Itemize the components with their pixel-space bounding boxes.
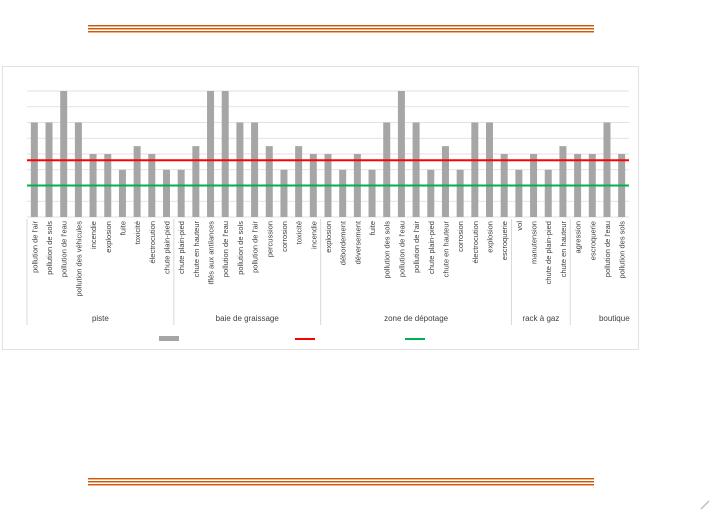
group-label: piste	[92, 314, 109, 323]
bar	[603, 122, 611, 217]
bar	[295, 146, 303, 217]
bar	[192, 146, 200, 217]
bar	[339, 169, 347, 217]
category-label: pollution de l'eau	[60, 221, 69, 277]
legend-swatch-bars	[159, 336, 179, 341]
bar	[207, 91, 215, 217]
threshold-lines	[27, 159, 629, 187]
bar	[544, 169, 552, 217]
category-label: électrocution	[148, 221, 157, 264]
bar	[456, 169, 464, 217]
category-label: chute plain-pied	[177, 221, 186, 274]
bar	[280, 169, 288, 217]
category-label: chute en hauteur	[192, 221, 201, 278]
category-label: pollution de l'eau	[397, 221, 406, 277]
category-label: manutension	[530, 221, 539, 264]
bar	[515, 169, 523, 217]
pen-icon	[700, 500, 710, 510]
bar	[427, 169, 435, 217]
top-decorative-rule	[88, 25, 594, 33]
bar	[133, 146, 141, 217]
category-label: toxicité	[133, 221, 142, 244]
bottom-decorative-rule	[88, 478, 594, 486]
bar	[368, 169, 376, 217]
bar	[559, 146, 567, 217]
category-label: agression	[574, 221, 583, 254]
bar	[30, 122, 38, 217]
category-label: explosion	[486, 221, 495, 253]
category-label: chute plain-pied	[427, 221, 436, 274]
bar	[383, 122, 391, 217]
bar	[471, 122, 479, 217]
category-label: débordement	[339, 220, 348, 265]
bar	[251, 122, 259, 217]
group-label: zone de dépotage	[384, 314, 449, 323]
category-label: chute en hauteur	[559, 221, 568, 278]
category-label: chute en hauteur	[441, 221, 450, 278]
bar	[397, 91, 405, 217]
category-label: escroquerie	[500, 221, 509, 260]
bar	[45, 122, 53, 217]
category-label: corrosion	[280, 221, 289, 252]
bar	[441, 146, 449, 217]
group-label: rack à gaz	[522, 314, 559, 323]
category-label: escroquerie	[588, 221, 597, 260]
category-label: explosion	[324, 221, 333, 253]
category-label: pollution des sols	[383, 221, 392, 279]
bar-chart: pollution de l'air pollution de sols pollu…	[26, 90, 630, 341]
chart-area: pollution de l'air pollution de sols pollu…	[2, 66, 639, 350]
category-label: pollution de l'air	[251, 221, 260, 273]
bar	[265, 146, 273, 217]
category-label: pollution des sols	[618, 221, 627, 279]
bar	[60, 91, 68, 217]
category-label: fuite	[368, 221, 377, 235]
group-labels: piste baie de graissage zone de dépotage ra…	[26, 219, 630, 325]
group-label: boutique	[599, 314, 630, 323]
group-label: baie de graissage	[216, 314, 280, 323]
category-label: pollution de l'air	[30, 221, 39, 273]
bar	[118, 169, 126, 217]
category-label: pollution de l'eau	[221, 221, 230, 277]
category-label: électrocution	[471, 221, 480, 264]
category-label: incendie	[309, 221, 318, 249]
category-label: pollution des véhicules	[74, 221, 83, 297]
category-label: déversement	[353, 220, 362, 264]
bar	[177, 169, 185, 217]
bar	[412, 122, 420, 217]
bar	[74, 122, 82, 217]
category-label: pollution de sols	[236, 221, 245, 275]
legend	[159, 336, 425, 341]
bar	[486, 122, 494, 217]
category-label: percussion	[265, 221, 274, 257]
category-label: fuite	[118, 221, 127, 235]
category-label: explosion	[104, 221, 113, 253]
bar	[221, 91, 229, 217]
category-label: chute de plain-pied	[544, 221, 553, 284]
category-label: toxicité	[295, 221, 304, 244]
category-label: pollution de l'air	[412, 221, 421, 273]
category-label: Iflés aux antilances	[207, 221, 216, 285]
category-label: pollution de sols	[45, 221, 54, 275]
category-labels: pollution de l'air pollution de sols pollu…	[30, 220, 626, 296]
bar	[162, 169, 170, 217]
category-label: chute plain-pied	[162, 221, 171, 274]
bar	[236, 122, 244, 217]
category-label: incendie	[89, 221, 98, 249]
category-label: pollution de l'eau	[603, 221, 612, 277]
category-label: vol	[515, 221, 524, 231]
category-label: corrosion	[456, 221, 465, 252]
